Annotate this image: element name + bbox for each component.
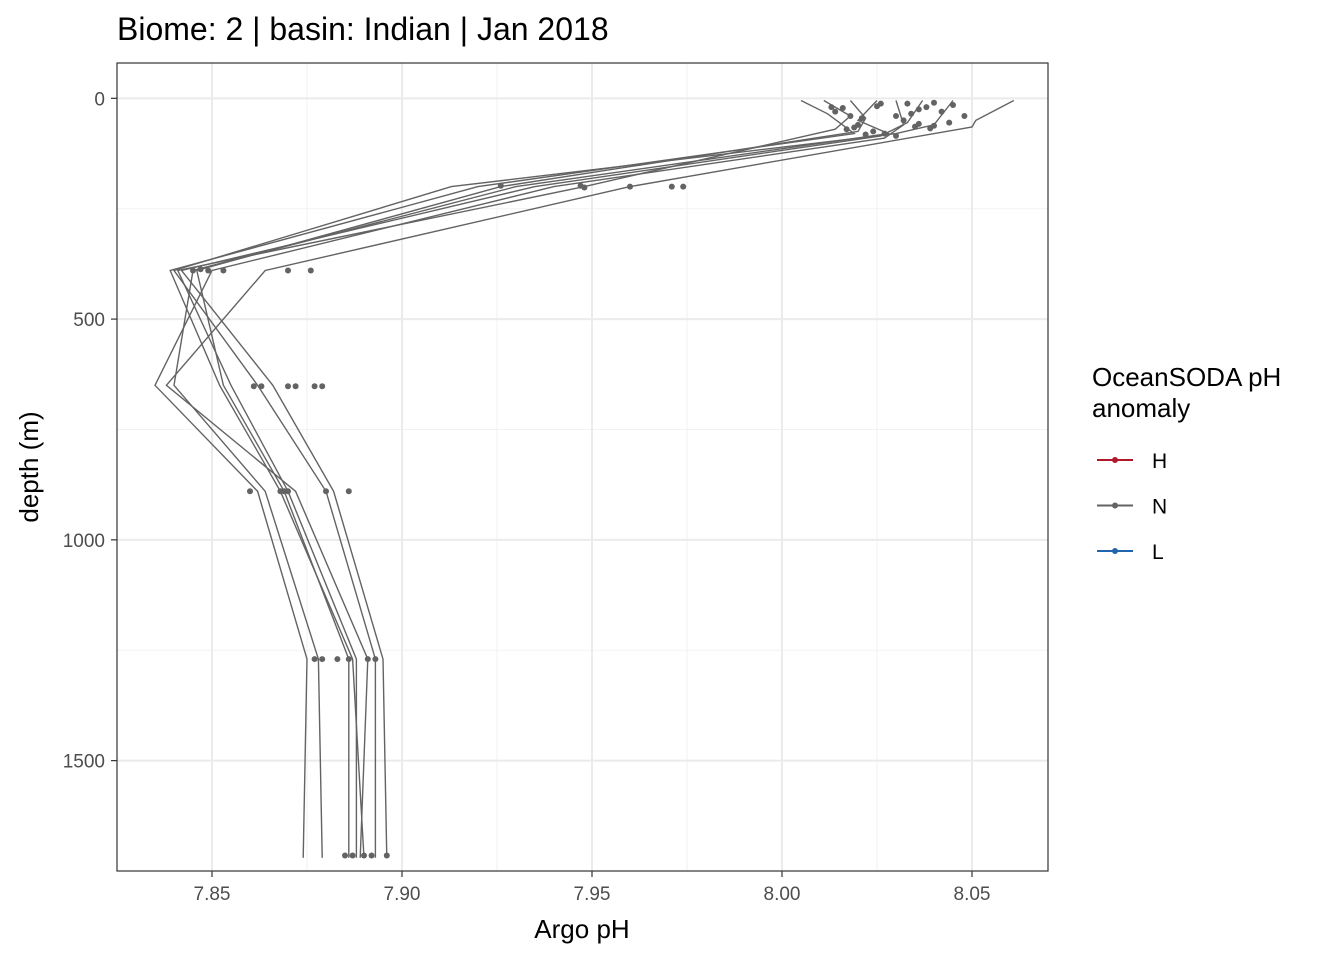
data-lines (154, 99, 1015, 858)
data-point (581, 184, 588, 191)
data-point (627, 183, 633, 190)
x-tick-label: 8.05 (954, 884, 991, 905)
data-point (319, 656, 326, 663)
data-point (931, 99, 937, 106)
data-point (881, 130, 888, 137)
data-point (832, 108, 839, 115)
data-point (323, 488, 329, 495)
data-point (908, 110, 915, 117)
data-point (285, 383, 291, 390)
x-tick-label: 7.95 (574, 884, 611, 905)
legend-title-line-2: anomaly (1092, 393, 1190, 423)
profile-line-6 (195, 100, 867, 858)
data-point (250, 383, 257, 390)
legend-key-point (1112, 548, 1118, 554)
legend-item-H: H (1097, 450, 1167, 473)
data-point (345, 488, 352, 495)
profile-line-4 (154, 100, 905, 858)
data-point (870, 128, 877, 135)
data-point (904, 100, 911, 107)
data-point (197, 266, 204, 273)
legend-label: N (1152, 496, 1167, 519)
data-point (497, 182, 504, 189)
data-point (368, 852, 375, 859)
legend-key-point (1112, 502, 1118, 509)
data-point (680, 183, 687, 190)
data-point (900, 117, 907, 124)
data-point (383, 852, 390, 859)
data-point (334, 656, 341, 663)
data-point (292, 383, 299, 390)
data-point (668, 183, 675, 190)
legend-key-point (1112, 457, 1118, 463)
x-tick-label: 7.85 (194, 884, 231, 905)
x-axis-label: Argo pH (534, 914, 629, 944)
panel-border (116, 62, 1049, 872)
data-point (361, 852, 367, 859)
data-point (345, 656, 352, 663)
data-point (364, 656, 371, 663)
profile-line-1 (165, 99, 1015, 858)
data-point (843, 126, 850, 133)
data-point (285, 488, 291, 495)
data-point (923, 104, 930, 111)
y-tick-label: 500 (73, 310, 105, 331)
data-point (950, 101, 956, 108)
y-tick-label: 1000 (63, 531, 105, 552)
y-tick-label: 0 (94, 89, 105, 110)
data-point (307, 267, 314, 274)
data-point (915, 106, 922, 113)
data-point (372, 656, 379, 663)
data-point (258, 383, 265, 390)
legend-item-L: L (1097, 541, 1164, 564)
legend-label: L (1152, 541, 1164, 564)
x-tick-label: 7.90 (384, 884, 421, 905)
data-point (893, 132, 899, 139)
data-point (285, 267, 291, 274)
y-axis-label: depth (m) (14, 411, 44, 522)
legend-item-N: N (1097, 496, 1167, 519)
profile-line-8 (169, 99, 856, 858)
data-point (912, 123, 918, 130)
data-point (311, 656, 318, 663)
data-point (319, 383, 326, 390)
data-point (828, 104, 835, 111)
profile-line-2 (172, 100, 954, 858)
data-point (851, 124, 858, 131)
data-point (190, 267, 196, 274)
data-point (349, 852, 356, 859)
data-point (961, 112, 968, 119)
y-tick-label: 1500 (63, 752, 105, 773)
data-point (927, 125, 934, 132)
data-point (946, 119, 953, 126)
data-point (938, 108, 945, 115)
data-point (862, 131, 869, 138)
data-point (847, 112, 854, 119)
data-point (342, 852, 348, 859)
data-points (190, 99, 968, 859)
grid (117, 63, 1048, 872)
legend-title-line-1: OceanSODA pH (1092, 362, 1281, 392)
data-point (311, 383, 318, 390)
data-point (858, 115, 865, 122)
legend: OceanSODA pH anomaly HNL (1092, 362, 1281, 564)
chart-title: Biome: 2 | basin: Indian | Jan 2018 (117, 11, 609, 47)
data-point (874, 103, 880, 110)
data-point (893, 112, 899, 119)
data-point (205, 267, 212, 274)
x-tick-label: 8.00 (764, 884, 801, 905)
profile-line-3 (180, 100, 924, 858)
profile-line-7 (176, 99, 852, 858)
x-axis: 7.85 7.90 7.95 8.00 8.05 (194, 871, 991, 905)
data-point (247, 488, 253, 495)
data-point (220, 267, 227, 274)
legend-label: H (1152, 450, 1167, 473)
y-axis: 0 500 1000 1500 (63, 89, 117, 773)
data-point (839, 105, 846, 112)
